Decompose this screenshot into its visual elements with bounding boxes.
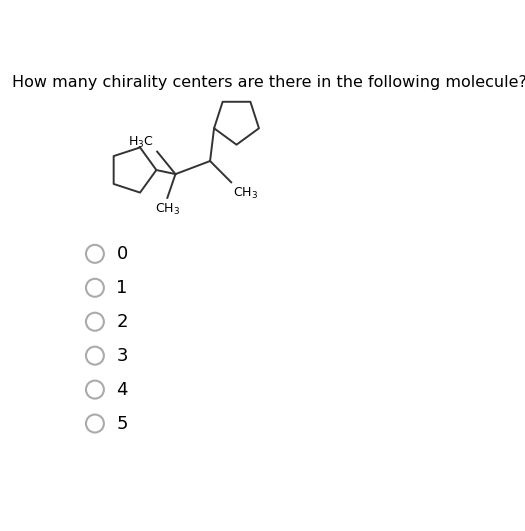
- Text: 2: 2: [117, 313, 128, 331]
- Text: 5: 5: [117, 415, 128, 433]
- Text: H$_3$C: H$_3$C: [128, 134, 154, 150]
- Text: 1: 1: [117, 279, 128, 297]
- Text: 0: 0: [117, 245, 128, 263]
- Text: How many chirality centers are there in the following molecule?: How many chirality centers are there in …: [12, 75, 525, 90]
- Text: 3: 3: [117, 347, 128, 365]
- Text: CH$_3$: CH$_3$: [155, 202, 180, 217]
- Text: CH$_3$: CH$_3$: [233, 186, 258, 201]
- Text: 4: 4: [117, 381, 128, 399]
